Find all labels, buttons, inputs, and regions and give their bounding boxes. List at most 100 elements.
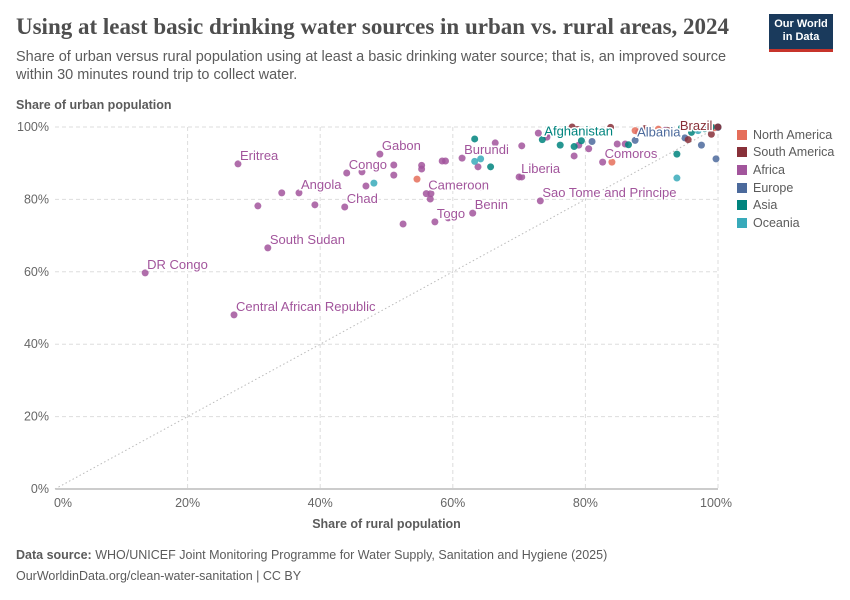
- data-point: [664, 127, 672, 135]
- data-point: [491, 139, 499, 147]
- chart-title: Using at least basic drinking water sour…: [16, 14, 730, 39]
- data-point: [343, 169, 351, 177]
- data-point: [694, 127, 702, 135]
- footer-url[interactable]: OurWorldinData.org/clean-water-sanitatio…: [16, 569, 302, 583]
- data-point: [673, 150, 681, 158]
- legend-item[interactable]: Asia: [737, 196, 834, 214]
- data-point: [536, 197, 544, 205]
- legend-label: Africa: [753, 162, 785, 177]
- data-point: [311, 201, 319, 209]
- source-label: Data source:: [16, 548, 92, 562]
- point-label: Gabon: [382, 138, 421, 153]
- data-point: [543, 130, 551, 138]
- point-label: DR Congo: [147, 257, 208, 272]
- legend-swatch: [737, 217, 747, 228]
- x-axis-label: Share of rural population: [312, 517, 461, 531]
- owid-logo[interactable]: Our World in Data: [769, 14, 833, 52]
- data-point: [442, 157, 450, 165]
- point-label: Central African Republic: [236, 299, 376, 314]
- data-point: [370, 179, 378, 187]
- legend: North America South America Africa Europe As…: [737, 126, 834, 232]
- data-point: [568, 123, 576, 131]
- data-point: [573, 126, 581, 134]
- data-point: [704, 123, 712, 131]
- data-point: [654, 125, 662, 133]
- x-tick-label: 60%: [440, 496, 465, 510]
- y-tick-label: 20%: [24, 410, 49, 424]
- legend-swatch: [737, 129, 747, 140]
- point-label: Afghanistan: [544, 124, 613, 139]
- data-point: [585, 145, 593, 153]
- legend-swatch: [737, 182, 747, 193]
- data-point: [471, 135, 479, 143]
- legend-item[interactable]: Oceania: [737, 214, 834, 232]
- data-point: [631, 136, 639, 144]
- point-label: Comoros: [605, 146, 658, 161]
- data-point: [518, 142, 526, 150]
- data-point: [418, 161, 426, 169]
- legend-item[interactable]: South America: [737, 144, 834, 162]
- y-tick-label: 80%: [24, 192, 49, 206]
- data-point: [570, 152, 578, 160]
- data-point: [444, 214, 452, 222]
- data-point: [577, 137, 585, 145]
- point-label: Albania: [637, 124, 681, 139]
- data-point: [556, 141, 564, 149]
- point-label: Liberia: [521, 161, 561, 176]
- data-point: [264, 244, 272, 252]
- data-point: [538, 136, 546, 144]
- legend-swatch: [737, 200, 747, 211]
- data-point: [390, 161, 398, 169]
- legend-item[interactable]: North America: [737, 126, 834, 144]
- point-label: Sao Tome and Principe: [542, 185, 676, 200]
- data-point: [399, 220, 407, 228]
- legend-swatch: [737, 147, 747, 158]
- point-label: Burundi: [464, 142, 509, 157]
- legend-item[interactable]: Africa: [737, 161, 834, 179]
- data-point: [469, 209, 477, 217]
- data-point: [570, 143, 578, 151]
- legend-item[interactable]: Europe: [737, 179, 834, 197]
- data-point: [687, 128, 695, 136]
- y-tick-label: 40%: [24, 337, 49, 351]
- data-point: [641, 124, 649, 132]
- data-source: Data source: WHO/UNICEF Joint Monitoring…: [16, 548, 607, 562]
- data-point: [413, 175, 421, 183]
- data-point: [471, 157, 479, 165]
- chart-subtitle: Share of urban versus rural population u…: [16, 49, 727, 83]
- legend-label: Oceania: [753, 215, 800, 230]
- data-point: [607, 123, 615, 131]
- data-point: [458, 154, 466, 162]
- reference-line: [54, 126, 719, 490]
- x-tick-label: 80%: [573, 496, 598, 510]
- data-point: [474, 163, 482, 171]
- data-point: [673, 174, 681, 182]
- point-label: South Sudan: [270, 232, 345, 247]
- y-tick-label: 60%: [24, 265, 49, 279]
- data-point: [362, 182, 370, 190]
- point-label: Brazil: [680, 118, 713, 133]
- data-point: [714, 123, 722, 131]
- legend-swatch: [737, 164, 747, 175]
- y-tick-label: 0%: [31, 482, 49, 496]
- data-point: [712, 155, 720, 163]
- data-point: [613, 140, 621, 148]
- data-point: [234, 160, 242, 168]
- legend-label: South America: [753, 145, 835, 160]
- data-point: [608, 158, 616, 166]
- point-label: Chad: [347, 191, 378, 206]
- data-point: [376, 150, 384, 158]
- data-point: [427, 190, 435, 198]
- data-point: [390, 171, 398, 179]
- data-point: [358, 168, 366, 176]
- data-point: [478, 183, 486, 191]
- y-tick-label: 100%: [17, 120, 49, 134]
- data-point: [295, 189, 303, 197]
- data-point: [631, 127, 639, 135]
- data-point: [599, 158, 607, 166]
- x-tick-label: 40%: [308, 496, 333, 510]
- data-point: [624, 141, 632, 149]
- data-point: [534, 129, 542, 137]
- point-label: Eritrea: [240, 148, 279, 163]
